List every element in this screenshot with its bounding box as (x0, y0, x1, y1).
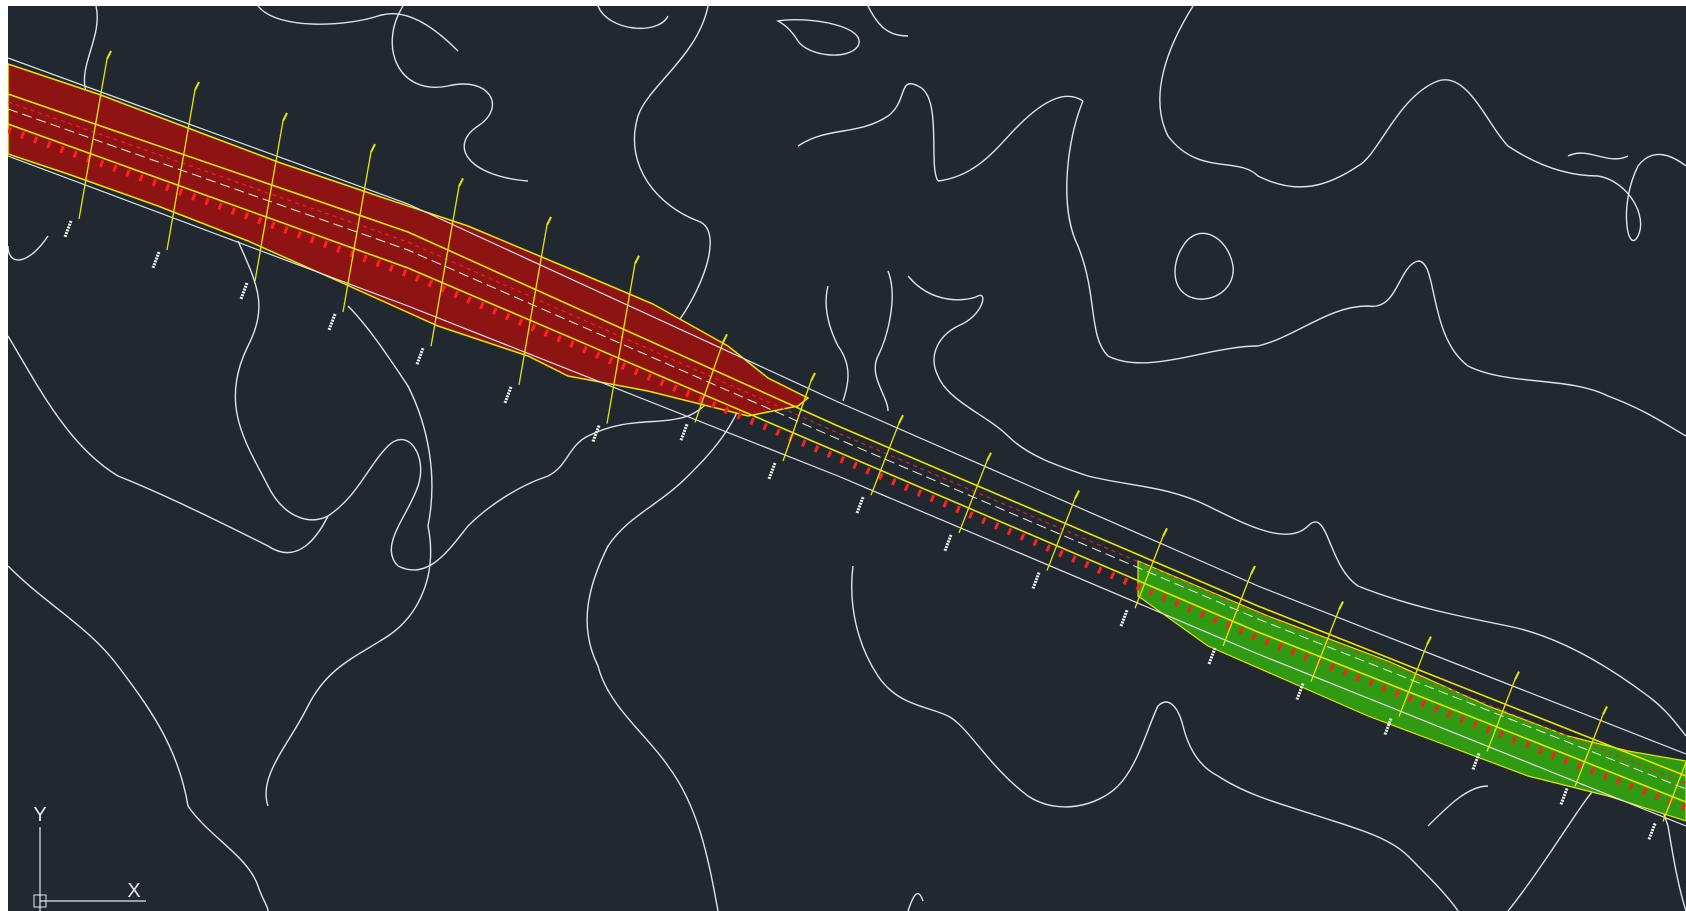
cross-section-line (1662, 760, 1686, 822)
road-edge-right (8, 123, 1686, 803)
cross-section-end-mark (634, 255, 640, 265)
cross-section-line (1046, 498, 1076, 571)
cross-section-end-mark (1426, 636, 1432, 646)
contour-line (1174, 232, 1234, 300)
cross-section-end-mark (458, 177, 464, 187)
contour-line (1066, 100, 1259, 364)
cross-section-end-mark (1162, 527, 1168, 537)
cross-section-line (518, 224, 548, 386)
contour-line (1257, 260, 1686, 437)
cross-section-line (606, 263, 636, 424)
cross-section-line (1398, 644, 1428, 717)
cross-section-end-mark (898, 414, 904, 424)
contour-line (8, 235, 49, 261)
model-space-viewport[interactable]: Y X (8, 6, 1686, 911)
cross-section-line (1310, 609, 1340, 682)
cross-section-line (1574, 714, 1604, 787)
contour-line (8, 335, 329, 554)
road-centerline (8, 108, 1686, 790)
road-shoulder-top (8, 57, 1686, 755)
contour-line (907, 275, 984, 327)
contour-line (1357, 585, 1686, 737)
contour-line (1217, 775, 1459, 911)
cross-section-end-mark (722, 333, 728, 343)
contour-line (597, 665, 719, 911)
contour-line (797, 83, 939, 182)
road-alignment-drawing[interactable] (8, 6, 1686, 911)
contour-line (907, 892, 924, 911)
road-edge-left (8, 93, 1686, 777)
contour-line (933, 325, 1089, 477)
cut-slope-area (8, 63, 810, 417)
contour-line (397, 435, 589, 571)
contour-line (234, 240, 329, 521)
contour-line (597, 6, 669, 30)
contour-line (1159, 6, 1359, 188)
contour-line (265, 525, 432, 807)
contour-line (257, 6, 459, 52)
cross-section-line (870, 422, 900, 496)
contour-line (874, 270, 893, 412)
cross-sections (63, 50, 1686, 840)
contour-line (1667, 825, 1686, 911)
contour-line (1117, 701, 1219, 787)
drawing-background (8, 6, 1686, 911)
cut-slope-hatch (8, 63, 810, 417)
cross-section-end-mark (370, 143, 376, 153)
contour-line (1427, 785, 1489, 827)
cross-section-line (342, 151, 372, 313)
contour-line (1087, 475, 1359, 587)
contour-line (586, 380, 749, 667)
cross-section-end-mark (986, 452, 992, 462)
contour-line (1567, 152, 1629, 160)
contour-line (391, 6, 529, 182)
contour-line (8, 565, 189, 807)
cross-section-end-mark (1074, 490, 1080, 500)
ucs-x-label: X (127, 880, 140, 902)
cross-section-end-mark (1514, 671, 1520, 680)
cross-section-line (430, 186, 460, 347)
cross-section-line (1486, 679, 1516, 752)
ucs-y-label: Y (33, 804, 46, 826)
cross-section-end-mark (194, 81, 200, 91)
contour-lines (8, 6, 1686, 911)
contour-line (187, 805, 269, 911)
cross-section-line (254, 120, 284, 282)
cross-section-line (166, 89, 196, 251)
contour-line (776, 19, 860, 56)
contour-line (851, 565, 1119, 808)
contour-line (825, 285, 849, 402)
contour-line (1357, 79, 1599, 177)
contour-line (347, 305, 433, 527)
cross-section-end-mark (1250, 565, 1256, 575)
cross-section-end-mark (106, 50, 112, 60)
contour-line (867, 6, 909, 37)
cross-section-line (78, 58, 108, 220)
cross-section-line (958, 460, 988, 534)
cross-section-end-mark (546, 216, 552, 226)
contour-line (937, 95, 1084, 182)
cross-section-line (782, 380, 812, 462)
cross-section-end-mark (282, 112, 288, 122)
cross-section-line (1134, 536, 1164, 609)
cross-section-end-mark (1602, 706, 1608, 715)
contour-line (327, 438, 422, 567)
contour-line (1597, 153, 1686, 242)
ucs-icon: Y X (33, 804, 146, 911)
slope-tick-line-secondary (8, 101, 1686, 784)
cross-section-line (694, 342, 724, 423)
contour-line (633, 6, 711, 347)
contour-line (83, 6, 98, 92)
cross-section-end-mark (1338, 601, 1344, 611)
cross-section-end-mark (810, 372, 816, 382)
cross-section-line (1222, 573, 1252, 647)
